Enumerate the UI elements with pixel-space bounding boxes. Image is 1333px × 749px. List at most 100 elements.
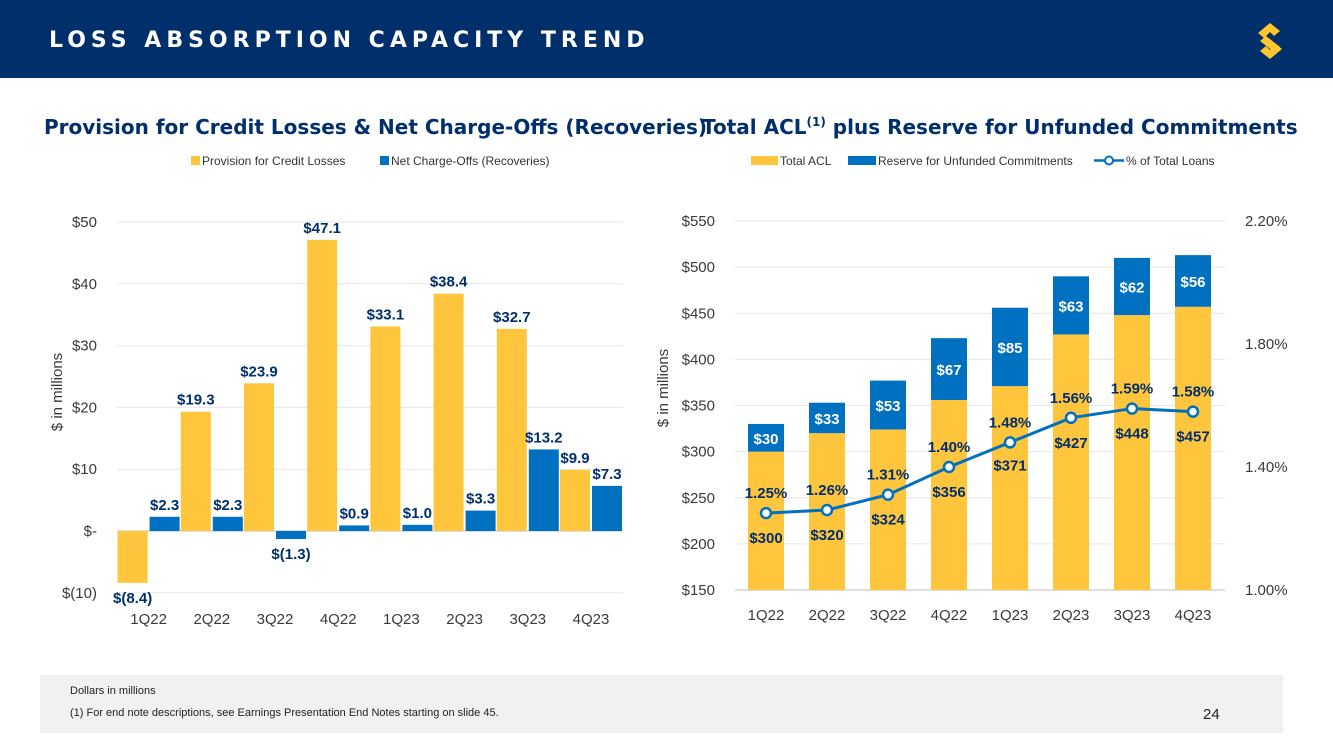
provision-data-label: $19.3: [177, 392, 215, 409]
total-acl-bar: [748, 451, 784, 590]
pct-loans-data-label: 1.48%: [989, 414, 1032, 431]
unfunded-reserve-bar: [1114, 257, 1150, 316]
right-x-tick-label: 2Q23: [1053, 607, 1090, 624]
unfunded-reserve-data-label: $62: [1119, 279, 1144, 296]
legend-swatch-pct-loans-marker: [1104, 155, 1114, 166]
net-charge-off-data-label: $0.9: [340, 505, 369, 522]
unfunded-reserve-bar: [870, 380, 906, 430]
provision-data-label: $33.1: [367, 306, 405, 323]
left-y-tick-label: $20: [72, 399, 97, 416]
total-acl-data-label: $300: [749, 530, 782, 547]
pct-loans-point: [942, 460, 956, 474]
page-title: LOSS ABSORPTION CAPACITY TREND: [49, 28, 650, 53]
unfunded-reserve-bar: [931, 338, 967, 400]
net-charge-off-data-label: $7.3: [592, 466, 621, 483]
left-y-tick-label: $40: [72, 276, 97, 293]
unfunded-reserve-bar: [992, 307, 1028, 387]
left-x-tick-label: 2Q22: [193, 611, 230, 628]
right-y-tick-label: $200: [682, 536, 715, 553]
provision-bar: [496, 328, 527, 531]
unfunded-reserve-bar: [1175, 255, 1211, 307]
total-acl-bar: [992, 386, 1028, 590]
pct-loans-point: [820, 503, 834, 517]
synovus-s-logo-icon: [1258, 23, 1282, 59]
right-y-tick-label: $300: [682, 444, 715, 461]
right-x-tick-label: 3Q23: [1114, 607, 1151, 624]
net-charge-off-data-label: $3.3: [466, 491, 495, 508]
left-y-tick-label: $-: [84, 523, 97, 540]
net-charge-off-bar: [402, 524, 433, 531]
right-y2-tick-label: 1.80%: [1245, 336, 1288, 353]
footnote-units: Dollars in millions: [70, 685, 156, 697]
right-y-tick-label: $400: [682, 351, 715, 368]
pct-loans-data-label: 1.26%: [806, 482, 849, 499]
net-charge-off-data-label: $1.0: [403, 505, 432, 522]
pct-loans-data-label: 1.40%: [928, 439, 971, 456]
pct-loans-point: [1125, 402, 1139, 415]
right-y2-tick-label: 2.20%: [1245, 213, 1288, 230]
left-y-tick-label: $30: [72, 338, 97, 355]
provision-bar: [433, 293, 464, 531]
legend-label-pct-loans: % of Total Loans: [1126, 154, 1215, 168]
provision-data-label: $23.9: [240, 363, 278, 380]
total-acl-bar: [870, 429, 906, 590]
right-x-tick-label: 3Q22: [870, 607, 907, 624]
right-y-tick-label: $550: [682, 213, 715, 230]
total-acl-data-label: $448: [1115, 426, 1148, 443]
unfunded-reserve-data-label: $30: [753, 431, 778, 448]
provision-bar: [244, 383, 274, 531]
pct-loans-data-label: 1.56%: [1050, 390, 1093, 407]
left-x-tick-label: 2Q23: [446, 611, 483, 628]
pct-loans-data-label: 1.25%: [745, 485, 788, 502]
pct-loans-point: [1003, 436, 1017, 449]
provision-bar: [180, 411, 211, 531]
unfunded-reserve-bar: [748, 423, 784, 452]
net-charge-off-bar: [276, 531, 306, 540]
net-charge-off-bar: [339, 525, 370, 531]
total-acl-data-label: $356: [932, 484, 965, 501]
right-x-tick-label: 1Q22: [748, 607, 785, 624]
right-chart-title-main: Total ACL: [702, 115, 807, 139]
right-x-tick-label: 1Q23: [992, 607, 1029, 624]
left-x-tick-label: 1Q22: [130, 611, 167, 628]
total-acl-data-label: $457: [1176, 429, 1209, 446]
unfunded-reserve-data-label: $85: [997, 340, 1022, 357]
net-charge-off-bar: [528, 449, 559, 531]
legend-swatch-total-acl: [751, 156, 778, 165]
provision-data-label: $(8.4): [113, 590, 152, 607]
provision-data-label: $47.1: [303, 220, 341, 237]
net-charge-off-data-label: $(1.3): [271, 546, 310, 563]
right-y-axis-label: $ in millions: [655, 349, 672, 427]
legend-label-total-acl: Total ACL: [780, 154, 832, 168]
pct-loans-data-label: 1.31%: [867, 467, 910, 484]
right-chart-title: Total ACL(1) plus Reserve for Unfunded C…: [702, 114, 1298, 140]
left-x-tick-label: 3Q23: [509, 611, 546, 628]
total-acl-bar: [1175, 306, 1211, 590]
legend-label-net-charge-offs: Net Charge-Offs (Recoveries): [391, 154, 550, 168]
provision-bar: [117, 531, 148, 583]
legend-label-unfunded-reserve: Reserve for Unfunded Commitments: [878, 154, 1073, 168]
left-x-tick-label: 4Q23: [573, 611, 610, 628]
right-y-tick-label: $350: [682, 398, 715, 415]
right-x-tick-label: 4Q23: [1175, 607, 1212, 624]
net-charge-off-data-label: $2.3: [150, 497, 179, 514]
right-y2-tick-label: 1.00%: [1245, 582, 1288, 599]
left-y-tick-label: $10: [72, 461, 97, 478]
net-charge-off-bar: [212, 516, 243, 531]
pct-loans-line: [765, 407, 1194, 515]
provision-data-label: $9.9: [560, 450, 589, 467]
footnote-panel: Dollars in millions (1) For end note des…: [40, 675, 1283, 733]
right-chart-title-footnote: (1): [806, 115, 826, 129]
unfunded-reserve-data-label: $33: [814, 411, 839, 428]
right-x-tick-label: 4Q22: [931, 607, 968, 624]
total-acl-data-label: $371: [993, 457, 1026, 474]
pct-loans-data-label: 1.59%: [1111, 381, 1154, 398]
pct-loans-data-label: 1.58%: [1172, 384, 1215, 401]
left-chart-title: Provision for Credit Losses & Net Charge…: [44, 115, 708, 139]
legend-swatch-provision: [191, 156, 200, 165]
unfunded-reserve-bar: [809, 402, 845, 434]
pct-loans-point: [759, 506, 773, 520]
unfunded-reserve-data-label: $56: [1180, 274, 1205, 291]
provision-bar: [370, 326, 401, 531]
left-y-axis-label: $ in millions: [49, 353, 66, 431]
